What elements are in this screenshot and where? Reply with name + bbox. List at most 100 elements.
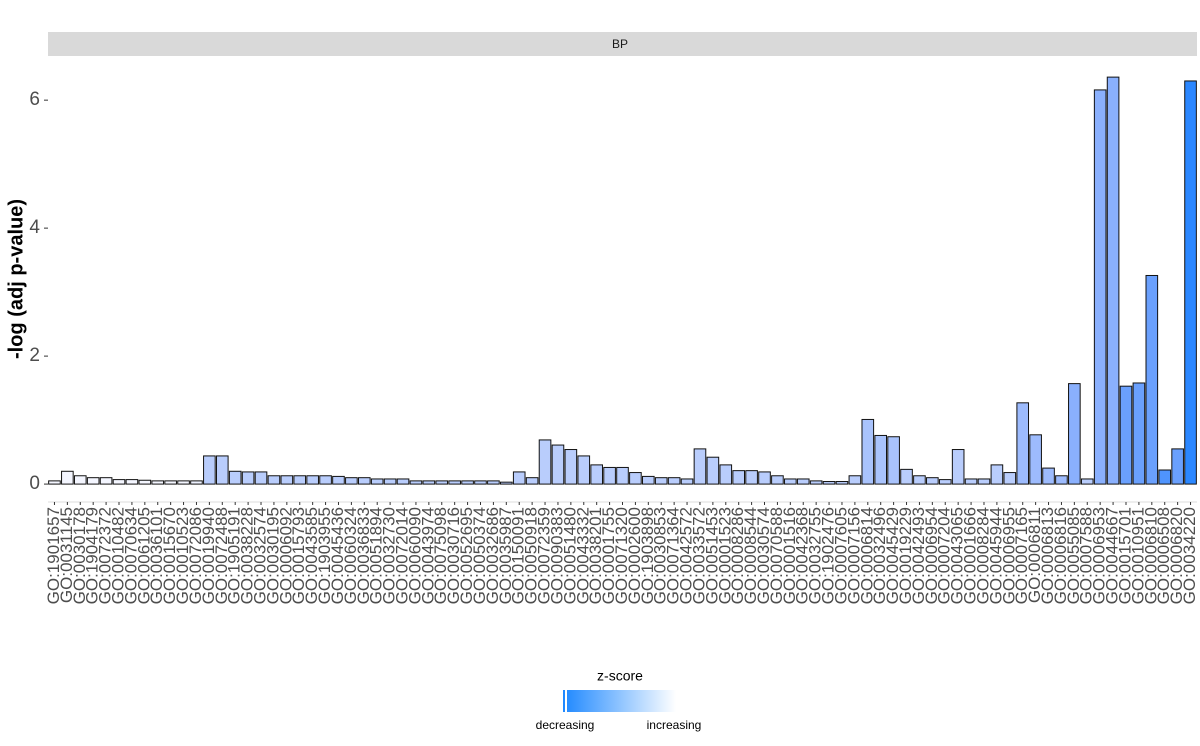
bar — [680, 478, 694, 485]
bar — [177, 480, 190, 485]
y-tick-label: 2 — [29, 345, 40, 366]
bar — [396, 478, 410, 485]
bar — [771, 475, 784, 485]
x-tick-label: GO:0060324 — [341, 507, 360, 604]
bar — [667, 477, 681, 485]
bar — [461, 480, 474, 485]
x-tick-label: GO:0051453 — [702, 507, 721, 604]
x-tick-label: GO:0043332 — [573, 507, 592, 604]
x-tick-label: GO:0071320 — [612, 507, 631, 604]
x-tick-label: GO:0071364 — [664, 507, 683, 604]
x-tick-label: GO:0072014 — [393, 507, 412, 604]
bar — [616, 466, 629, 485]
x-tick-label: GO:0032686 — [483, 507, 502, 604]
y-tick-label: 0 — [29, 473, 40, 494]
bar — [1093, 89, 1107, 485]
bar — [848, 475, 862, 485]
x-tick-label: GO:0006953 — [1090, 507, 1109, 604]
bar — [642, 475, 655, 485]
x-tick-label: GO:1902476 — [819, 507, 838, 604]
x-tick-label: GO:0006814 — [857, 507, 876, 604]
bar — [448, 480, 461, 485]
x-tick-label: GO:0007605 — [831, 507, 850, 604]
x-tick-label: GO:0032755 — [806, 507, 825, 604]
x-tick-label: GO:0006810 — [1141, 507, 1160, 604]
bar — [525, 477, 539, 485]
bar — [835, 481, 849, 485]
facet-label: BP — [612, 37, 628, 51]
x-tick-label: GO:0006820 — [1167, 507, 1186, 604]
x-tick-label: GO:0030853 — [651, 507, 670, 604]
bar — [1132, 382, 1146, 485]
x-tick-label: GO:0052695 — [457, 507, 476, 604]
bar — [693, 448, 707, 485]
bar — [267, 475, 281, 485]
x-tick-label: GO:0036101 — [147, 507, 166, 604]
bar — [564, 449, 578, 485]
legend-title: z-score — [597, 668, 643, 684]
x-tick-label: GO:0043065 — [948, 507, 967, 604]
bar — [215, 455, 229, 485]
bar — [164, 480, 177, 485]
x-tick-label: GO:0006811 — [1025, 507, 1044, 603]
x-tick-label: GO:0150091 — [509, 507, 528, 604]
bar — [861, 418, 875, 485]
x-tick-label: GO:0010523 — [173, 507, 192, 604]
bar — [732, 470, 746, 485]
bar — [1080, 478, 1094, 485]
bar — [280, 475, 294, 485]
x-tick-label: GO:0001755 — [599, 507, 618, 604]
x-tick-label: GO:0032730 — [380, 507, 399, 604]
bar — [293, 475, 307, 485]
x-tick-label: GO:0072488 — [212, 507, 231, 604]
x-tick-label: GO:0042572 — [677, 507, 696, 604]
x-tick-label: GO:0030716 — [444, 507, 463, 604]
x-tick-label: GO:0001523 — [715, 507, 734, 604]
bar — [1145, 274, 1159, 485]
x-tick-label: GO:0015701 — [1115, 507, 1134, 604]
bar — [61, 470, 74, 485]
bar — [1158, 469, 1172, 485]
bar — [1029, 434, 1042, 485]
x-tick-label: GO:0043585 — [302, 507, 321, 604]
x-tick-label: GO:0001666 — [961, 507, 980, 604]
x-tick-label: GO:0042493 — [909, 507, 928, 604]
x-tick-label: GO:0019940 — [199, 507, 218, 604]
bar — [73, 475, 87, 485]
bar — [1003, 472, 1017, 485]
bar — [357, 477, 371, 485]
legend-colorbar — [563, 690, 676, 712]
x-tick-label: GO:0051480 — [560, 507, 579, 604]
bar — [422, 480, 436, 485]
bar — [345, 477, 358, 485]
bar — [306, 475, 319, 485]
y-axis-label: -log (adj p-value) — [5, 199, 27, 359]
bar — [99, 477, 113, 485]
x-tick-label: GO:0030178 — [70, 507, 89, 604]
x-tick-label: GO:0060090 — [405, 507, 424, 604]
bar — [1055, 475, 1068, 485]
bar — [796, 478, 810, 485]
x-tick-label: GO:0072086 — [186, 507, 205, 604]
bar — [603, 466, 616, 485]
y-tick-label: 6 — [29, 89, 40, 110]
x-tick-label: GO:0034220 — [1180, 507, 1199, 604]
bar — [1171, 448, 1184, 485]
bar — [719, 464, 733, 485]
bar — [125, 479, 139, 485]
x-tick-label: GO:0006954 — [922, 507, 941, 604]
x-tick-label: GO:0007204 — [935, 507, 954, 604]
legend-low-label: decreasing — [536, 718, 595, 732]
x-tick-label: GO:0045436 — [328, 507, 347, 604]
x-tick-label: GO:0090383 — [547, 507, 566, 604]
x-tick-label: GO:0072372 — [96, 507, 115, 604]
bar — [990, 464, 1004, 485]
bar — [1042, 467, 1055, 485]
bar — [86, 477, 100, 485]
x-tick-label: GO:0070588 — [767, 507, 786, 604]
x-tick-label: GO:1901657 — [44, 507, 63, 604]
bar — [926, 477, 939, 485]
bar — [706, 456, 720, 485]
x-tick-label: GO:0050374 — [470, 507, 489, 604]
bar — [370, 478, 384, 485]
